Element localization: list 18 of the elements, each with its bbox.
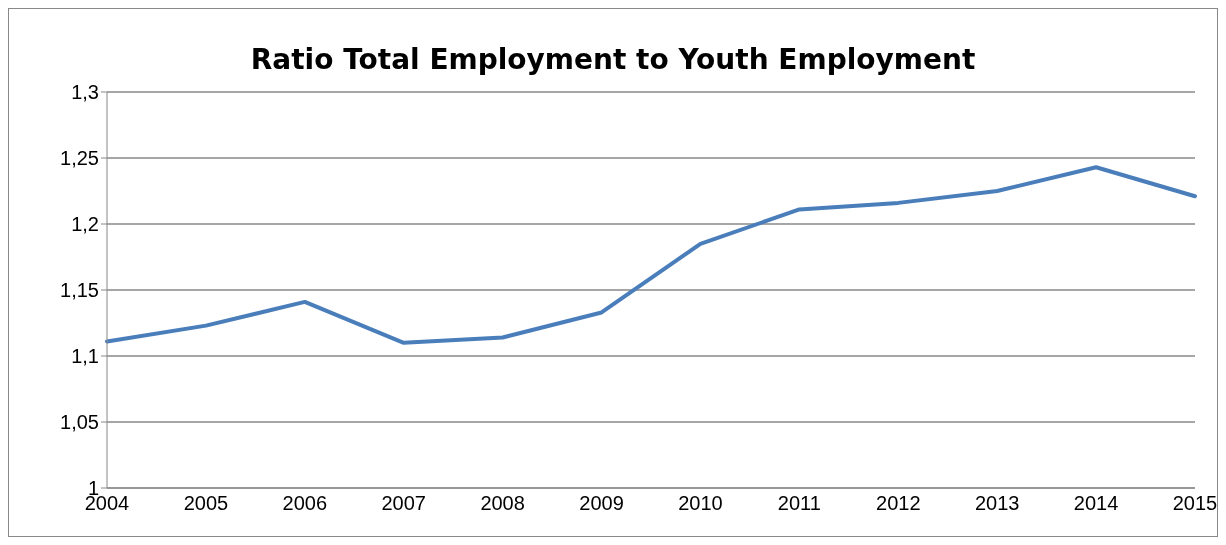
x-tick-label: 2012 xyxy=(876,492,921,515)
y-tick-label: 1,3 xyxy=(71,81,99,104)
chart-title: Ratio Total Employment to Youth Employment xyxy=(249,43,977,76)
x-tick-label: 2005 xyxy=(183,492,229,515)
y-tick-label: 1,25 xyxy=(60,147,99,170)
x-tick-label: 2015 xyxy=(1172,492,1218,515)
x-tick-label: 2011 xyxy=(777,492,821,515)
y-tick-label: 1,15 xyxy=(60,279,99,302)
x-tick-label: 2014 xyxy=(1073,492,1119,515)
x-tick-label: 2009 xyxy=(579,492,624,515)
y-tick-label: 1,1 xyxy=(71,345,99,368)
x-tick-label: 2007 xyxy=(381,492,426,515)
x-tick-label: 2008 xyxy=(480,492,525,515)
y-tick-label: 1,2 xyxy=(71,213,99,236)
x-tick-label: 2006 xyxy=(282,492,328,515)
y-tick-label: 1,05 xyxy=(60,411,99,434)
x-tick-label: 2010 xyxy=(678,492,723,515)
x-tick-label: 2013 xyxy=(974,492,1020,515)
